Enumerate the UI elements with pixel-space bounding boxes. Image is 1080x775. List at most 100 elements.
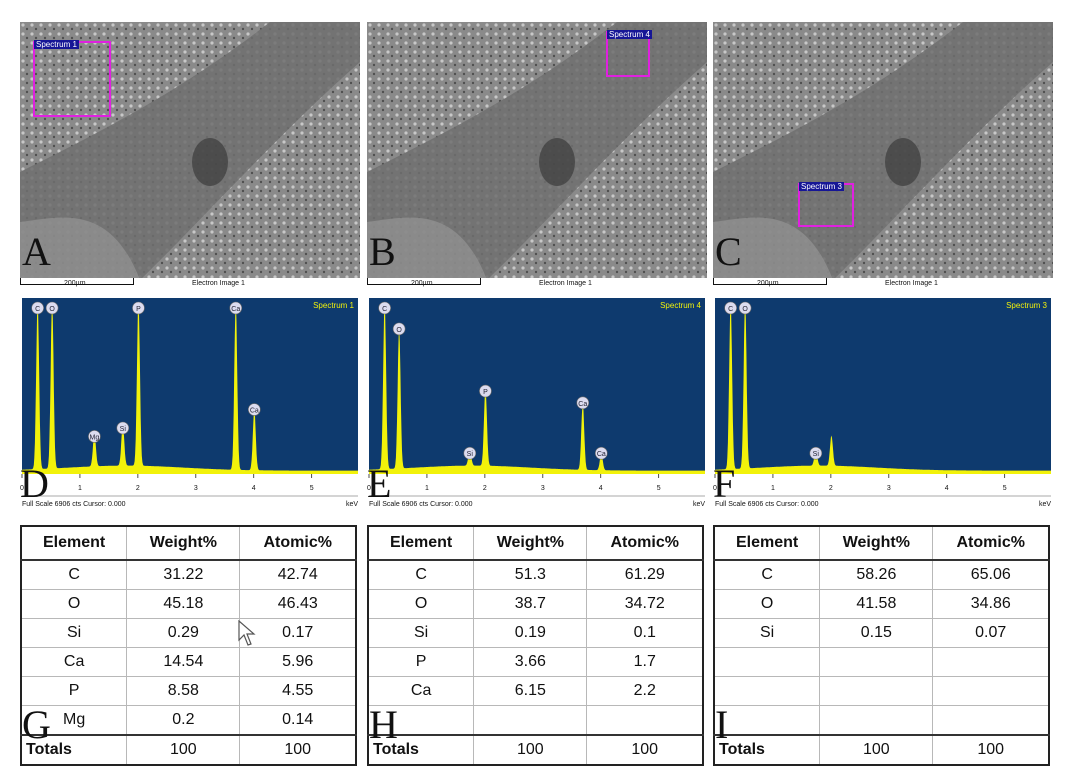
table-cell: 0.17 [239,618,357,648]
table-cell [713,647,821,677]
table-row: O 45.18 46.43 [20,589,357,619]
peak-label: Ca [597,451,606,458]
column-header: Atomic% [586,525,704,561]
spectrum-plot-area [715,298,1051,474]
peak-marker [31,301,44,315]
table-cell: 38.7 [473,589,588,619]
peak-marker [88,430,101,443]
peak-marker [132,301,145,315]
table-cell: 0.1 [586,618,704,648]
peak-marker [392,322,406,336]
scale-label: 200µm [757,280,779,287]
x-tick-label: 4 [599,485,603,492]
table-cell: P [20,676,128,706]
table-cell: 65.06 [932,559,1050,590]
table-cell: Totals [20,734,128,766]
electron-image-label: Electron Image 1 [539,280,592,287]
table-cell: O [713,589,821,619]
composition-table: Element Weight% Atomic% C 31.22 42.74 O 45.18 46… [20,525,357,766]
peak-label: Si [813,451,820,458]
sem-caption: 200µm Electron Image 1 [20,278,360,292]
peak-marker [595,446,608,460]
table-cell: 45.18 [126,589,241,619]
x-tick-label: 5 [310,485,314,492]
peak-marker [809,446,823,460]
x-unit-label: keV [1039,501,1051,508]
table-row [713,676,1050,706]
peak-marker [738,301,752,315]
peak-label: Si [467,451,474,458]
table-cell: 42.74 [239,559,357,590]
x-tick-label: 4 [252,485,256,492]
table-row: O 41.58 34.86 [713,589,1050,619]
table-row: Ca 6.15 2.2 [367,676,704,706]
peak-label: Ca [250,408,259,415]
table-header-row: Element Weight% Atomic% [20,525,357,561]
peak-label: O [49,306,55,313]
peak-label: C [728,306,733,313]
peak-label: Ca [578,401,587,408]
table-cell: Totals [367,734,475,766]
table-cell: 58.26 [819,559,934,590]
table-row: P 3.66 1.7 [367,647,704,677]
column-header: Weight% [126,525,241,561]
table-row: P 8.58 4.55 [20,676,357,706]
table-cell [367,705,475,736]
peak-marker [45,301,59,315]
column-header: Atomic% [932,525,1050,561]
table-row: C 58.26 65.06 [713,559,1050,590]
spectrum-title: Spectrum 1 [313,301,354,310]
table-cell: 0.14 [239,705,357,736]
sem-image: Spectrum 4 B [367,22,707,280]
spectrum-title: Spectrum 4 [660,301,701,310]
table-row [713,647,1050,677]
peak-marker [248,403,261,416]
electron-image-label: Electron Image 1 [192,280,245,287]
peak-marker [576,396,590,410]
x-tick-label: 3 [541,485,545,492]
table-cell: C [367,559,475,590]
peak-marker [463,446,477,460]
table-cell [713,705,821,736]
table-cell: 51.3 [473,559,588,590]
table-cell: 100 [586,734,704,766]
table-cell: 14.54 [126,647,241,677]
column-header: Element [367,525,475,561]
table-cell: 34.72 [586,589,704,619]
eds-spectrum-chart: C O Si Spectrum 3 0 1 2 3 4 5 Full Scale 6906 cts … [713,296,1053,512]
x-tick-label: 2 [829,485,833,492]
table-cell: 0.2 [126,705,241,736]
table-cell: C [20,559,128,590]
panel-letter: H [369,702,398,747]
peak-marker [724,301,737,315]
table-cell: 0.19 [473,618,588,648]
table-cell: Si [713,618,821,648]
table-cell: Si [20,618,128,648]
x-tick-label: 1 [425,485,429,492]
column-header: Element [713,525,821,561]
table-cell: 61.29 [586,559,704,590]
spectrum-footer: Full Scale 6906 cts Cursor: 0.000 [715,501,819,508]
table-cell: 100 [932,734,1050,766]
x-tick-label: 3 [194,485,198,492]
table-cell: 1.7 [586,647,704,677]
panel-letter: F [713,461,736,506]
table-cell: 6.15 [473,676,588,706]
peak-label: O [396,327,402,334]
spectrum-plot-area [369,298,705,474]
panel-letter: C [715,229,742,274]
x-tick-label: 1 [771,485,775,492]
spectrum-footer: Full Scale 6906 cts Cursor: 0.000 [22,501,126,508]
spectrum-footer: Full Scale 6906 cts Cursor: 0.000 [369,501,473,508]
peak-marker [116,421,130,435]
table-row: Si 0.15 0.07 [713,618,1050,648]
panel-letter: E [367,461,392,506]
scale-label: 200µm [411,280,433,287]
x-tick-label: 5 [657,485,661,492]
table-row [713,705,1050,736]
table-cell: 3.66 [473,647,588,677]
scale-label: 200µm [64,280,86,287]
peak-label: Si [120,426,127,433]
peak-label: P [136,306,141,313]
table-cell: 0.29 [126,618,241,648]
